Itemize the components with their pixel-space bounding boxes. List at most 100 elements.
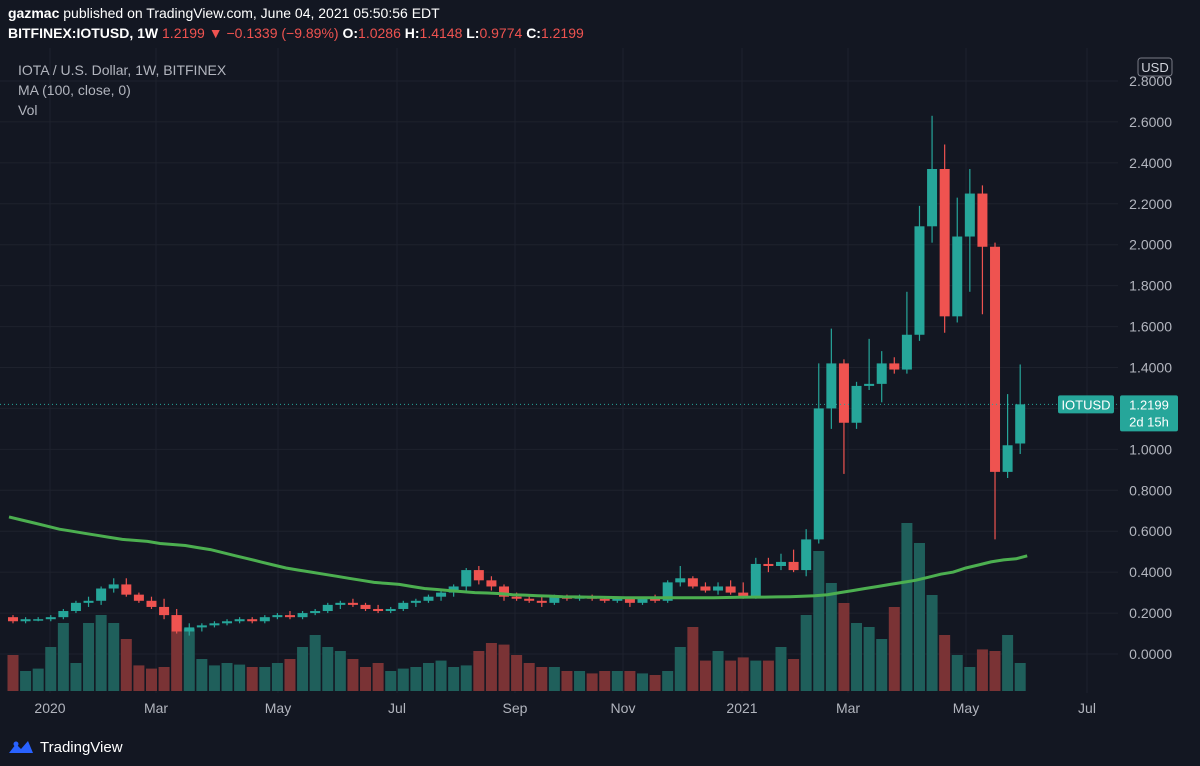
- price-tick-label: 1.0000: [1129, 441, 1172, 457]
- low-label: L:: [466, 25, 480, 41]
- candle-body: [763, 563, 774, 567]
- last-price-tag-value: 1.2199: [1129, 397, 1169, 412]
- volume-bar: [838, 603, 850, 691]
- volume-bar: [888, 607, 900, 691]
- candle-body: [889, 363, 900, 370]
- candle-body: [977, 193, 988, 247]
- volume-bar: [246, 667, 258, 691]
- candle-body: [247, 619, 258, 622]
- close-label: C:: [526, 25, 541, 41]
- volume-bar: [145, 668, 157, 691]
- candle-body: [436, 592, 447, 597]
- candle-body: [536, 600, 547, 603]
- candle-body: [322, 604, 333, 612]
- candle-body: [624, 598, 635, 603]
- candle-body: [990, 246, 1001, 472]
- time-tick-label: 2020: [34, 700, 65, 716]
- candle-body: [549, 596, 560, 603]
- candle-body: [473, 570, 484, 581]
- ohlc-header: BITFINEX:IOTUSD, 1W 1.2199 ▼ −0.1339 (−9…: [8, 25, 584, 41]
- volume-bar: [611, 671, 623, 691]
- candle-body: [750, 563, 761, 597]
- candle-body: [687, 578, 698, 587]
- candle-body: [486, 580, 497, 587]
- candle-body: [8, 617, 18, 622]
- volume-bar: [485, 643, 497, 691]
- price-tick-label: 1.6000: [1129, 319, 1172, 335]
- last-price-tag: [1120, 395, 1178, 432]
- candle-body: [96, 588, 107, 601]
- open-value: 1.0286: [358, 25, 401, 41]
- change-value: −0.1339 (−9.89%): [226, 25, 339, 41]
- volume-bar: [208, 665, 220, 691]
- volume-bar: [460, 665, 472, 691]
- candle-body: [499, 586, 510, 597]
- tradingview-brand[interactable]: TradingView: [8, 736, 123, 758]
- candle-body: [637, 598, 648, 603]
- volume-bar: [133, 665, 145, 691]
- chart-title: IOTA / U.S. Dollar, 1W, BITFINEX: [18, 62, 227, 78]
- candle-body: [360, 604, 371, 609]
- price-tick-label: 2.4000: [1129, 155, 1172, 171]
- volume-bar: [221, 663, 233, 691]
- price-tick-label: 2.2000: [1129, 196, 1172, 212]
- volume-bar: [498, 644, 510, 691]
- moving-average-line: [8, 515, 1028, 600]
- author-name[interactable]: gazmac: [8, 5, 60, 21]
- volume-bar: [171, 615, 183, 691]
- volume-bar: [234, 664, 246, 691]
- volume-bar: [334, 651, 346, 691]
- volume-bar: [7, 655, 19, 691]
- volume-bar: [976, 649, 988, 691]
- candle-body: [650, 598, 661, 601]
- ma-legend: MA (100, close, 0): [18, 82, 131, 98]
- volume-bar: [863, 627, 875, 691]
- candle-body: [738, 592, 749, 597]
- volume-bar: [901, 523, 913, 691]
- volume-bar: [410, 667, 422, 691]
- candle-body: [121, 584, 132, 595]
- price-tick-label: 0.0000: [1129, 646, 1172, 662]
- volume-bar: [775, 647, 787, 691]
- volume-bar: [511, 655, 523, 691]
- candle-body: [58, 611, 69, 618]
- candle-body: [801, 539, 812, 571]
- candle-body: [876, 363, 887, 384]
- candle-body: [775, 561, 786, 567]
- volume-bar: [750, 660, 762, 691]
- publish-text: published on TradingView.com, June 04, 2…: [63, 5, 440, 21]
- price-chart[interactable]: 2.8000 2.6000 2.4000 2.2000 2.0000 1.8000 1.60…: [0, 48, 1200, 766]
- volume-bar: [712, 651, 724, 691]
- volume-bar: [70, 663, 82, 691]
- time-tick-label: May: [265, 700, 291, 716]
- candle-body: [284, 615, 295, 618]
- volume-bar: [561, 671, 573, 691]
- volume-bar: [964, 667, 976, 691]
- volume-bar: [523, 663, 535, 691]
- volume-bar: [385, 671, 397, 691]
- price-axis[interactable]: 2.8000 2.6000 2.4000 2.2000 2.0000 1.8000 1.60…: [1129, 57, 1173, 662]
- time-tick-label: Jul: [1078, 700, 1096, 716]
- time-tick-label: Jul: [388, 700, 406, 716]
- candle-body: [901, 334, 912, 370]
- candle-body: [398, 602, 409, 609]
- candle-body: [33, 619, 44, 621]
- brand-name: TradingView: [40, 738, 123, 756]
- volume-bar: [674, 647, 686, 691]
- open-label: O:: [342, 25, 359, 41]
- tradingview-logo-icon: [9, 741, 33, 753]
- candle-body: [612, 598, 623, 601]
- volume-bar: [926, 595, 938, 691]
- volume-bar: [183, 628, 195, 691]
- volume-bar: [196, 659, 208, 691]
- price-tick-label: 0.4000: [1129, 564, 1172, 580]
- time-axis[interactable]: 2020 Mar May Jul Sep Nov 2021 Mar May Jul: [34, 700, 1096, 716]
- candle-body: [927, 168, 938, 227]
- candle-body: [713, 586, 724, 591]
- volume-bar: [813, 551, 825, 691]
- candle-body: [335, 602, 346, 605]
- volume-bar: [989, 651, 1001, 691]
- symbol-label: BITFINEX:IOTUSD, 1W: [8, 25, 159, 41]
- candle-body: [184, 627, 195, 632]
- candle-body: [159, 606, 170, 616]
